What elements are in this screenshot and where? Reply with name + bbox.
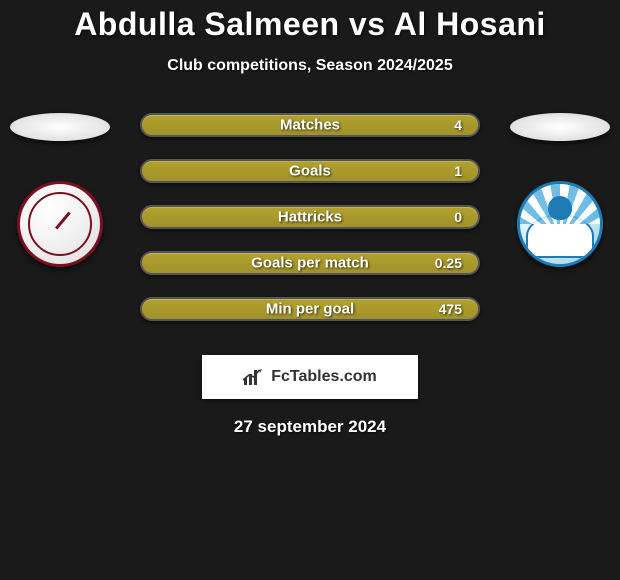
player-left-placeholder xyxy=(10,113,110,141)
stat-value: 475 xyxy=(439,301,462,317)
stat-bars: Matches 4 Goals 1 Hattricks 0 Goals per … xyxy=(140,113,480,321)
stat-value: 4 xyxy=(454,117,462,133)
stat-row-goals-per-match: Goals per match 0.25 xyxy=(140,251,480,275)
club-right-logo xyxy=(517,181,603,267)
stat-value: 0.25 xyxy=(435,255,462,271)
snapshot-date: 27 september 2024 xyxy=(0,417,620,437)
stat-row-min-per-goal: Min per goal 475 xyxy=(140,297,480,321)
comparison-body: Matches 4 Goals 1 Hattricks 0 Goals per … xyxy=(0,113,620,343)
comparison-card: Abdulla Salmeen vs Al Hosani Club compet… xyxy=(0,0,620,437)
club-right-stripes xyxy=(520,184,600,224)
stat-row-goals: Goals 1 xyxy=(140,159,480,183)
stat-label: Hattricks xyxy=(142,209,478,226)
stat-label: Min per goal xyxy=(142,301,478,318)
stat-value: 1 xyxy=(454,163,462,179)
stat-row-matches: Matches 4 xyxy=(140,113,480,137)
player-left-column xyxy=(10,113,110,343)
stat-label: Goals xyxy=(142,163,478,180)
brand-text: FcTables.com xyxy=(271,368,377,386)
stat-label: Goals per match xyxy=(142,255,478,272)
page-subtitle: Club competitions, Season 2024/2025 xyxy=(0,57,620,75)
bars-chart-icon xyxy=(243,368,265,386)
stat-label: Matches xyxy=(142,117,478,134)
page-title: Abdulla Salmeen vs Al Hosani xyxy=(0,6,620,43)
player-right-column xyxy=(510,113,610,343)
player-right-placeholder xyxy=(510,113,610,141)
brand-badge: FcTables.com xyxy=(202,355,418,399)
stat-value: 0 xyxy=(454,209,462,225)
club-left-logo xyxy=(17,181,103,267)
stat-row-hattricks: Hattricks 0 xyxy=(140,205,480,229)
